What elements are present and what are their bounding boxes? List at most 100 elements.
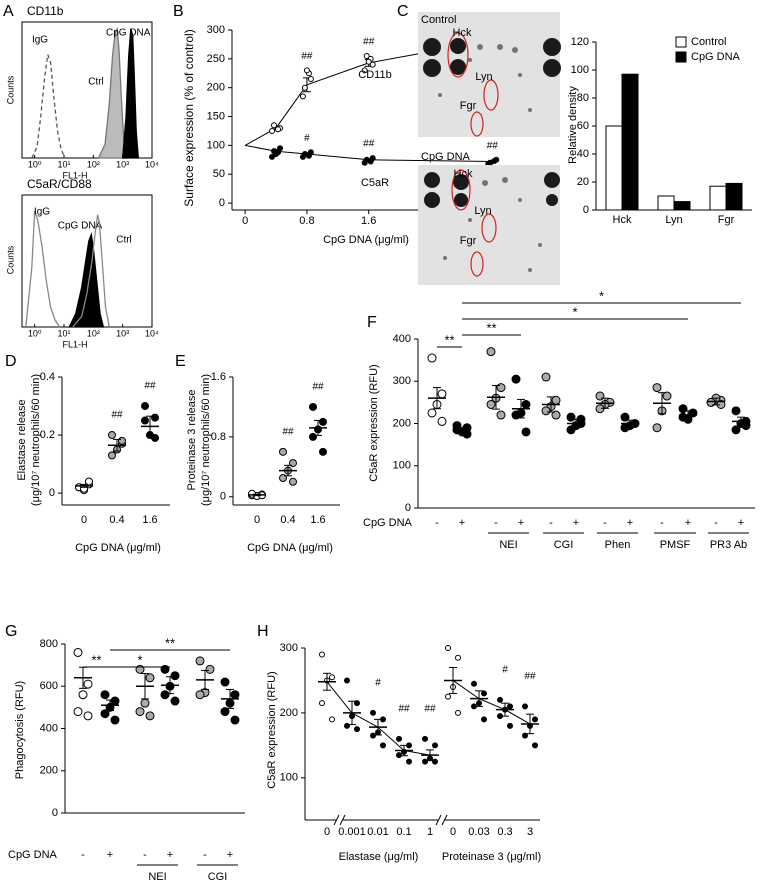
data-point: [566, 425, 576, 435]
data-point: [299, 93, 306, 100]
significance-label: **: [486, 320, 496, 335]
data-point: [486, 399, 496, 409]
data-point: [170, 671, 180, 681]
x-axis-label: CpG DNA (μg/ml): [75, 542, 161, 554]
data-point: [100, 709, 110, 719]
group-label: Proteinase 3 (μg/ml): [442, 851, 541, 863]
axis-break: [435, 814, 442, 826]
data-point: [445, 645, 451, 651]
y-tick-label: 100: [571, 64, 589, 76]
data-point: [662, 391, 672, 401]
y-axis-label: (μg/10⁷ neutrophils/60 min): [30, 374, 42, 506]
y-tick-label: 60: [577, 120, 589, 132]
data-point: [145, 673, 155, 683]
blot-spot: [543, 59, 561, 77]
series-label: IgG: [34, 207, 50, 218]
data-point: [437, 416, 447, 426]
series-label: CpG DNA: [106, 28, 151, 39]
y-tick-label: 300: [393, 375, 411, 387]
x-tick-label: -: [660, 517, 664, 529]
series-label: CpG DNA: [58, 221, 103, 232]
y-tick-label: 100: [280, 772, 298, 784]
axis-break: [339, 814, 346, 826]
y-tick-label: 0: [583, 204, 589, 216]
x-tick-label: 10³: [116, 159, 129, 169]
x-tick-label: 10⁴: [145, 328, 159, 338]
significance-label: ##: [363, 37, 375, 48]
y-axis-label: Counts: [5, 75, 15, 104]
data-point: [301, 84, 308, 91]
x-tick-label: +: [518, 517, 524, 529]
data-point: [652, 423, 662, 433]
data-point: [73, 707, 83, 717]
y-tick-label: 0.8: [211, 431, 226, 443]
x-tick-label: 0.4: [109, 514, 124, 526]
panel-letter: A: [3, 3, 14, 20]
data-point: [73, 647, 83, 657]
blot-spot: [497, 44, 503, 50]
group-label: PMSF: [660, 539, 691, 551]
y-tick-label: 200: [393, 417, 411, 429]
blot-spot: [424, 192, 440, 208]
data-point: [496, 410, 506, 420]
data-point: [481, 690, 487, 697]
x-tick-label: 0: [450, 826, 456, 838]
data-point: [269, 127, 276, 134]
data-point: [511, 374, 521, 384]
data-point: [108, 451, 116, 460]
data-point: [269, 153, 276, 160]
x-tick-label: 10²: [87, 159, 100, 169]
data-point: [396, 735, 402, 742]
y-axis-label: Surface expression (% of control): [182, 29, 196, 206]
data-point: [307, 76, 314, 83]
x-tick-label: 0.03: [468, 826, 489, 838]
data-point: [521, 399, 531, 409]
x-tick-label: +: [573, 517, 579, 529]
mean-connector: [478, 698, 506, 711]
data-point: [85, 477, 93, 486]
group-label: Elastase (μg/ml): [339, 851, 419, 863]
x-tick-label: +: [107, 849, 113, 861]
group-label: NEI: [499, 539, 517, 551]
data-point: [462, 429, 472, 439]
x-tick-label: 0.8: [299, 215, 314, 227]
blot-highlight: [470, 251, 484, 277]
y-axis-label: Elastase release: [16, 399, 28, 480]
data-point: [319, 447, 327, 456]
data-point: [370, 709, 376, 716]
data-point: [445, 693, 451, 700]
blot-spot: [543, 38, 561, 56]
y-axis-label: C5aR expression (RFU): [368, 364, 380, 481]
significance-label: ##: [144, 381, 156, 392]
x-tick-label: -: [603, 517, 607, 529]
x-tick-label: 10¹: [57, 328, 70, 338]
data-point: [367, 158, 374, 165]
data-point: [319, 417, 327, 426]
x-tick-label: 0: [242, 215, 248, 227]
histogram-curve: [68, 232, 105, 328]
y-tick-label: 0: [49, 487, 55, 499]
blot-spot: [450, 38, 466, 54]
data-point: [437, 389, 447, 399]
series-label: C5aR: [361, 177, 389, 189]
x-tick-label: 0: [324, 826, 330, 838]
data-point: [220, 677, 230, 687]
y-tick-label: 0: [52, 807, 58, 819]
significance-label: **: [165, 635, 175, 650]
data-point: [406, 758, 412, 765]
x-tick-label: +: [685, 517, 691, 529]
data-point: [289, 477, 297, 486]
data-point: [455, 709, 461, 716]
mean-connector: [452, 680, 480, 700]
data-point: [363, 52, 370, 59]
y-tick-label: 400: [40, 722, 58, 734]
data-point: [541, 406, 551, 416]
legend-swatch: [675, 51, 687, 63]
blot-spot: [424, 172, 440, 188]
mean-connector: [403, 750, 431, 756]
histogram-curve: [121, 28, 140, 159]
data-point: [551, 410, 561, 420]
y-tick-label: 0: [220, 491, 226, 503]
data-point: [427, 408, 437, 418]
